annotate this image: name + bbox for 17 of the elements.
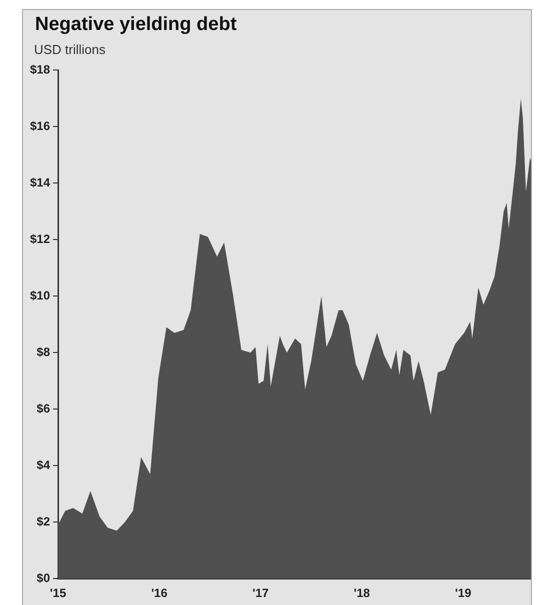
chart-subtitle: USD trillions [34, 42, 106, 57]
x-tick-label: '19 [455, 586, 472, 600]
y-tick-label: $10 [30, 288, 50, 302]
x-tick-label: '15 [50, 586, 66, 600]
x-tick-label: '18 [354, 586, 370, 600]
y-tick-label: $18 [30, 62, 50, 77]
y-tick-label: $6 [36, 401, 50, 416]
y-tick-label: $0 [36, 570, 50, 585]
x-tick-label: '16 [151, 586, 168, 600]
x-tick-label: '17 [252, 586, 270, 600]
y-tick-label: $4 [36, 458, 50, 472]
y-tick-label: $14 [30, 175, 50, 190]
y-tick-label: $12 [30, 232, 50, 246]
y-tick-label: $16 [30, 119, 50, 133]
chart-title: Negative yielding debt [35, 14, 237, 36]
y-tick-label: $2 [36, 514, 50, 528]
y-tick-label: $8 [36, 344, 50, 359]
